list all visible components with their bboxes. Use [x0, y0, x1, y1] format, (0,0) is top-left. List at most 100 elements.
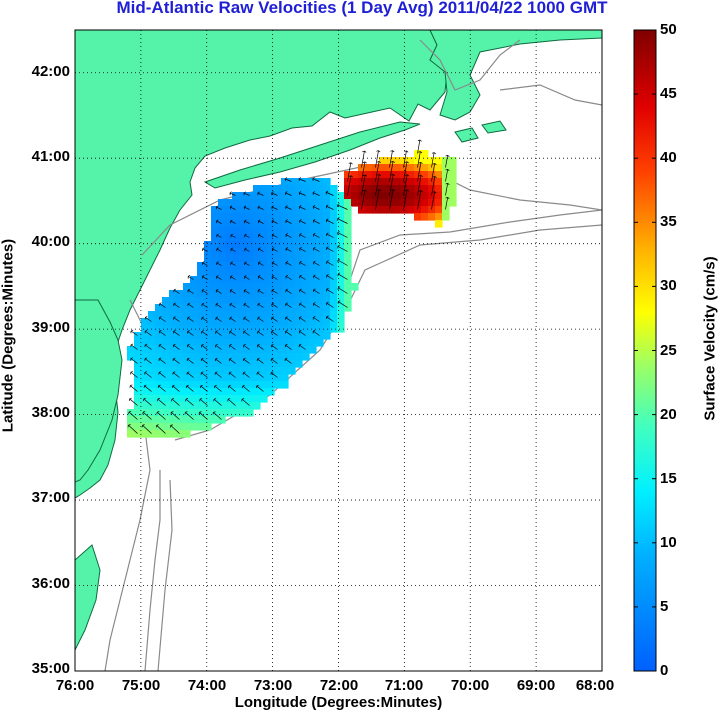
- velocity-vector-head: [445, 154, 448, 157]
- velocity-cell: [295, 220, 303, 228]
- velocity-vector: [144, 344, 152, 350]
- velocity-vector-head: [271, 288, 275, 291]
- x-tick-label: 73:00: [253, 677, 293, 694]
- velocity-vector-head: [284, 177, 288, 180]
- velocity-cell: [197, 332, 205, 340]
- velocity-cell: [232, 192, 240, 200]
- velocity-cell: [421, 157, 429, 165]
- velocity-cell: [253, 381, 261, 389]
- velocity-cell: [246, 304, 254, 312]
- velocity-cell: [155, 416, 163, 424]
- velocity-vector-head: [419, 139, 422, 142]
- velocity-vector: [216, 220, 222, 224]
- colorbar-tick-label: 40: [660, 149, 677, 166]
- velocity-cell: [232, 353, 240, 361]
- velocity-cell: [281, 255, 289, 263]
- velocity-cell: [393, 206, 401, 214]
- velocity-cell: [239, 227, 247, 235]
- velocity-vector-head: [392, 161, 395, 164]
- velocity-field: [127, 150, 457, 438]
- velocity-cell: [449, 178, 457, 186]
- velocity-cell: [246, 269, 254, 277]
- velocity-cell: [365, 164, 373, 172]
- velocity-vector-head: [159, 302, 162, 305]
- velocity-cell: [337, 290, 345, 298]
- velocity-cell: [344, 227, 352, 235]
- velocity-vector-head: [243, 371, 246, 373]
- velocity-cell: [190, 409, 198, 417]
- velocity-cell: [323, 255, 331, 263]
- velocity-cell: [358, 164, 366, 172]
- velocity-vector-head: [216, 219, 219, 222]
- velocity-cell: [127, 346, 135, 354]
- velocity-cell: [211, 206, 219, 214]
- velocity-vector-head: [187, 316, 190, 318]
- velocity-cell: [295, 353, 303, 361]
- velocity-cell: [358, 206, 366, 214]
- velocity-cell: [267, 325, 275, 333]
- velocity-cell: [232, 227, 240, 235]
- velocity-vector-head: [299, 260, 302, 263]
- velocity-vector-head: [257, 330, 260, 332]
- velocity-vector: [445, 183, 448, 196]
- velocity-cell: [330, 297, 338, 305]
- velocity-cell: [225, 388, 233, 396]
- velocity-cell: [232, 311, 240, 319]
- velocity-vector: [216, 276, 222, 280]
- velocity-cell: [197, 409, 205, 417]
- velocity-cell: [330, 213, 338, 221]
- velocity-cell: [232, 220, 240, 228]
- velocity-cell: [421, 213, 429, 221]
- velocity-vector: [431, 191, 436, 210]
- velocity-cell: [288, 276, 296, 284]
- velocity-cell: [302, 346, 310, 354]
- velocity-vector-head: [130, 384, 133, 386]
- velocity-cell: [421, 171, 429, 179]
- velocity-cell: [316, 262, 324, 270]
- velocity-cell: [141, 332, 149, 340]
- velocity-vector: [185, 398, 194, 406]
- colorbar-tick-label: 30: [660, 277, 677, 294]
- velocity-vector-head: [337, 203, 340, 206]
- velocity-vector-head: [434, 191, 437, 194]
- velocity-cell: [386, 192, 394, 200]
- velocity-cell: [274, 325, 282, 333]
- velocity-cell: [169, 388, 177, 396]
- velocity-vector: [299, 330, 306, 336]
- velocity-vector-head: [158, 371, 162, 373]
- velocity-cell: [323, 227, 331, 235]
- velocity-cell: [281, 262, 289, 270]
- velocity-vector: [187, 289, 194, 294]
- velocity-cell: [379, 199, 387, 207]
- velocity-cell: [267, 374, 275, 382]
- velocity-cell: [274, 346, 282, 354]
- velocity-cell: [218, 360, 226, 368]
- velocity-vector: [214, 385, 222, 392]
- velocity-cell: [330, 262, 338, 270]
- velocity-cell: [232, 395, 240, 403]
- velocity-cell: [435, 206, 443, 214]
- velocity-cell: [288, 234, 296, 242]
- velocity-vector: [258, 248, 264, 252]
- velocity-cell: [274, 255, 282, 263]
- velocity-cell: [246, 325, 254, 333]
- velocity-vector: [361, 150, 365, 168]
- velocity-cell: [288, 283, 296, 291]
- velocity-cell: [190, 283, 198, 291]
- velocity-vector: [229, 192, 236, 196]
- velocity-cell: [316, 234, 324, 242]
- velocity-cell: [155, 402, 163, 410]
- velocity-cell: [218, 290, 226, 298]
- velocity-cell: [295, 311, 303, 319]
- velocity-vector-head: [144, 343, 148, 346]
- velocity-cell: [197, 283, 205, 291]
- velocity-cell: [197, 360, 205, 368]
- velocity-cell: [197, 311, 205, 319]
- velocity-cell: [204, 318, 212, 326]
- velocity-cell: [288, 227, 296, 235]
- velocity-vector-head: [420, 151, 423, 154]
- velocity-cell: [358, 171, 366, 179]
- velocity-cell: [421, 199, 429, 207]
- velocity-vector-head: [325, 190, 329, 193]
- velocity-vector: [258, 234, 264, 238]
